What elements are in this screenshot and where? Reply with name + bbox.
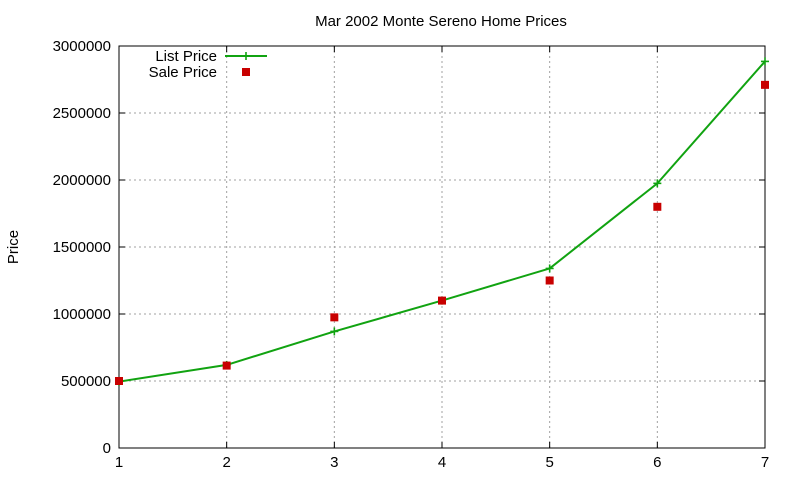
plot-border bbox=[118, 45, 766, 449]
list-price-point bbox=[330, 327, 339, 336]
data-series bbox=[115, 57, 769, 386]
x-tick-label: 2 bbox=[222, 454, 230, 471]
y-tick-label: 1500000 bbox=[53, 239, 111, 256]
x-tick-label: 1 bbox=[115, 454, 123, 471]
sale-price-point bbox=[222, 361, 231, 370]
legend-label-sale-price: Sale Price bbox=[149, 64, 217, 81]
sale-price-point bbox=[115, 377, 123, 385]
list-price-point bbox=[545, 264, 554, 273]
y-tick-label: 2000000 bbox=[53, 172, 111, 189]
y-tick-label: 500000 bbox=[61, 373, 111, 390]
sale-price-point bbox=[761, 80, 769, 89]
chart-title: Mar 2002 Monte Sereno Home Prices bbox=[315, 13, 567, 30]
x-tick-label: 3 bbox=[330, 454, 338, 471]
sale-price-point bbox=[438, 296, 446, 305]
list-price-point bbox=[653, 179, 662, 188]
x-tick-label: 4 bbox=[438, 454, 446, 471]
plot-frame bbox=[118, 45, 766, 449]
legend-swatch-sale-price bbox=[242, 68, 250, 76]
y-axis-label: Price bbox=[5, 230, 22, 264]
sale-price-point bbox=[653, 202, 662, 211]
tick-labels: 0 500000 1000000 1500000 2000000 2500000 30000… bbox=[53, 38, 770, 471]
x-tick-label: 6 bbox=[653, 454, 661, 471]
x-tick-label: 5 bbox=[545, 454, 553, 471]
grid-lines bbox=[119, 46, 765, 448]
sale-price-point bbox=[330, 313, 339, 322]
sale-price-point bbox=[545, 276, 554, 285]
y-tick-label: 0 bbox=[103, 440, 111, 457]
list-price-point bbox=[761, 57, 769, 66]
y-tick-label: 3000000 bbox=[53, 38, 111, 55]
legend: List Price Sale Price bbox=[149, 48, 267, 81]
x-tick-label: 7 bbox=[761, 454, 769, 471]
y-tick-label: 1000000 bbox=[53, 306, 111, 323]
y-tick-label: 2500000 bbox=[53, 105, 111, 122]
legend-label-list-price: List Price bbox=[155, 48, 217, 65]
